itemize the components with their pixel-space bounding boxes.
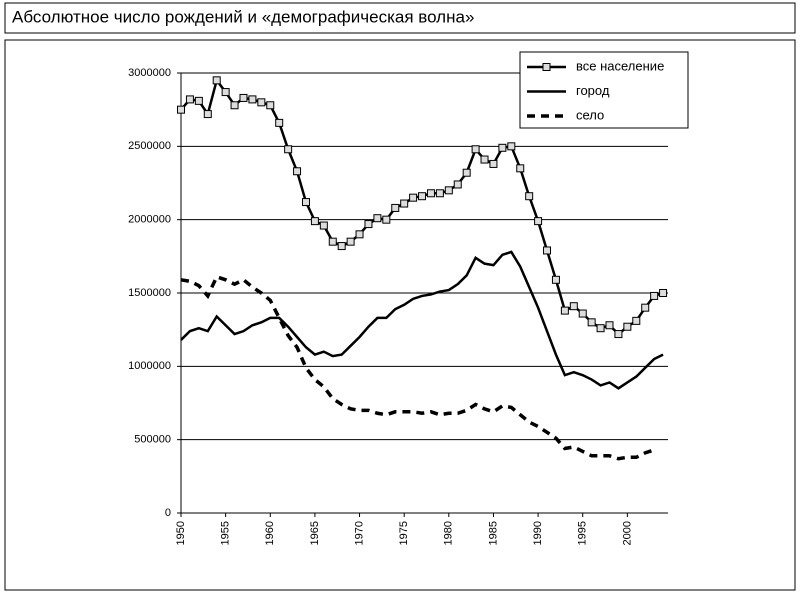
point-marker	[659, 289, 668, 297]
x-tick-label: 1960	[264, 521, 276, 545]
legend-label: все население	[576, 58, 664, 73]
point-marker	[239, 93, 248, 102]
x-tick-label: 1975	[398, 521, 410, 545]
point-marker	[194, 96, 203, 105]
x-tick-label: 2000	[621, 521, 633, 545]
point-marker	[382, 215, 391, 224]
point-marker	[373, 214, 382, 223]
y-tick-label: 1000000	[128, 360, 171, 372]
x-tick-label: 1980	[443, 521, 455, 545]
point-marker	[578, 309, 587, 318]
point-marker	[489, 159, 498, 168]
point-marker	[462, 168, 471, 177]
point-marker	[230, 101, 239, 110]
point-marker	[426, 189, 435, 198]
point-marker	[614, 330, 623, 339]
series-line	[180, 250, 664, 390]
point-marker	[418, 192, 427, 201]
x-tick-label: 1995	[577, 521, 589, 545]
point-marker	[435, 189, 444, 198]
y-tick-label: 2500000	[128, 140, 171, 152]
point-marker	[444, 186, 453, 195]
y-tick-label: 1500000	[128, 287, 171, 299]
point-marker	[319, 221, 328, 230]
point-marker	[177, 105, 185, 114]
point-marker	[212, 76, 221, 85]
point-marker	[301, 198, 310, 207]
title-box	[4, 2, 796, 34]
point-marker	[364, 220, 373, 229]
point-marker	[185, 95, 194, 104]
y-tick-label: 0	[165, 507, 171, 519]
point-marker	[248, 95, 257, 104]
point-marker	[310, 217, 319, 226]
y-tick-label: 2000000	[128, 214, 171, 226]
point-marker	[275, 118, 284, 127]
point-marker	[391, 203, 400, 212]
legend-marker	[542, 63, 551, 71]
point-marker	[221, 88, 230, 97]
point-marker	[641, 303, 650, 312]
point-marker	[266, 101, 275, 110]
point-marker	[480, 155, 489, 164]
x-tick-label: 1990	[532, 521, 544, 545]
x-tick-label: 1970	[353, 521, 365, 545]
point-marker	[203, 110, 212, 119]
chart-frame	[4, 39, 796, 591]
x-tick-label: 1955	[220, 521, 232, 545]
point-marker	[516, 164, 525, 173]
point-marker	[650, 291, 659, 300]
point-marker	[355, 230, 364, 239]
point-marker	[293, 167, 302, 176]
point-marker	[569, 302, 578, 311]
point-marker	[605, 321, 614, 330]
point-marker	[284, 145, 293, 154]
point-marker	[587, 318, 596, 327]
y-tick-label: 500000	[134, 434, 171, 446]
point-marker	[596, 324, 605, 333]
legend-label: город	[576, 83, 610, 98]
point-marker	[560, 306, 569, 315]
y-tick-label: 3000000	[128, 67, 171, 79]
point-marker	[543, 246, 552, 255]
point-marker	[498, 143, 507, 152]
point-marker	[471, 145, 480, 154]
point-marker	[337, 242, 346, 251]
series-line	[180, 274, 655, 461]
point-marker	[346, 237, 355, 246]
point-marker	[507, 142, 516, 151]
x-tick-label: 1950	[175, 521, 187, 545]
point-marker	[551, 275, 560, 284]
legend-label: село	[576, 107, 604, 122]
chart-title: Абсолютное число рождений и «демографиче…	[12, 7, 474, 26]
point-marker	[623, 322, 632, 331]
point-marker	[400, 199, 409, 208]
point-marker	[409, 193, 418, 202]
x-tick-label: 1985	[487, 521, 499, 545]
point-marker	[453, 180, 462, 189]
point-marker	[525, 192, 534, 201]
point-marker	[328, 237, 337, 246]
point-marker	[257, 98, 266, 107]
point-marker	[534, 217, 543, 226]
x-tick-label: 1965	[309, 521, 321, 545]
point-marker	[632, 316, 641, 325]
